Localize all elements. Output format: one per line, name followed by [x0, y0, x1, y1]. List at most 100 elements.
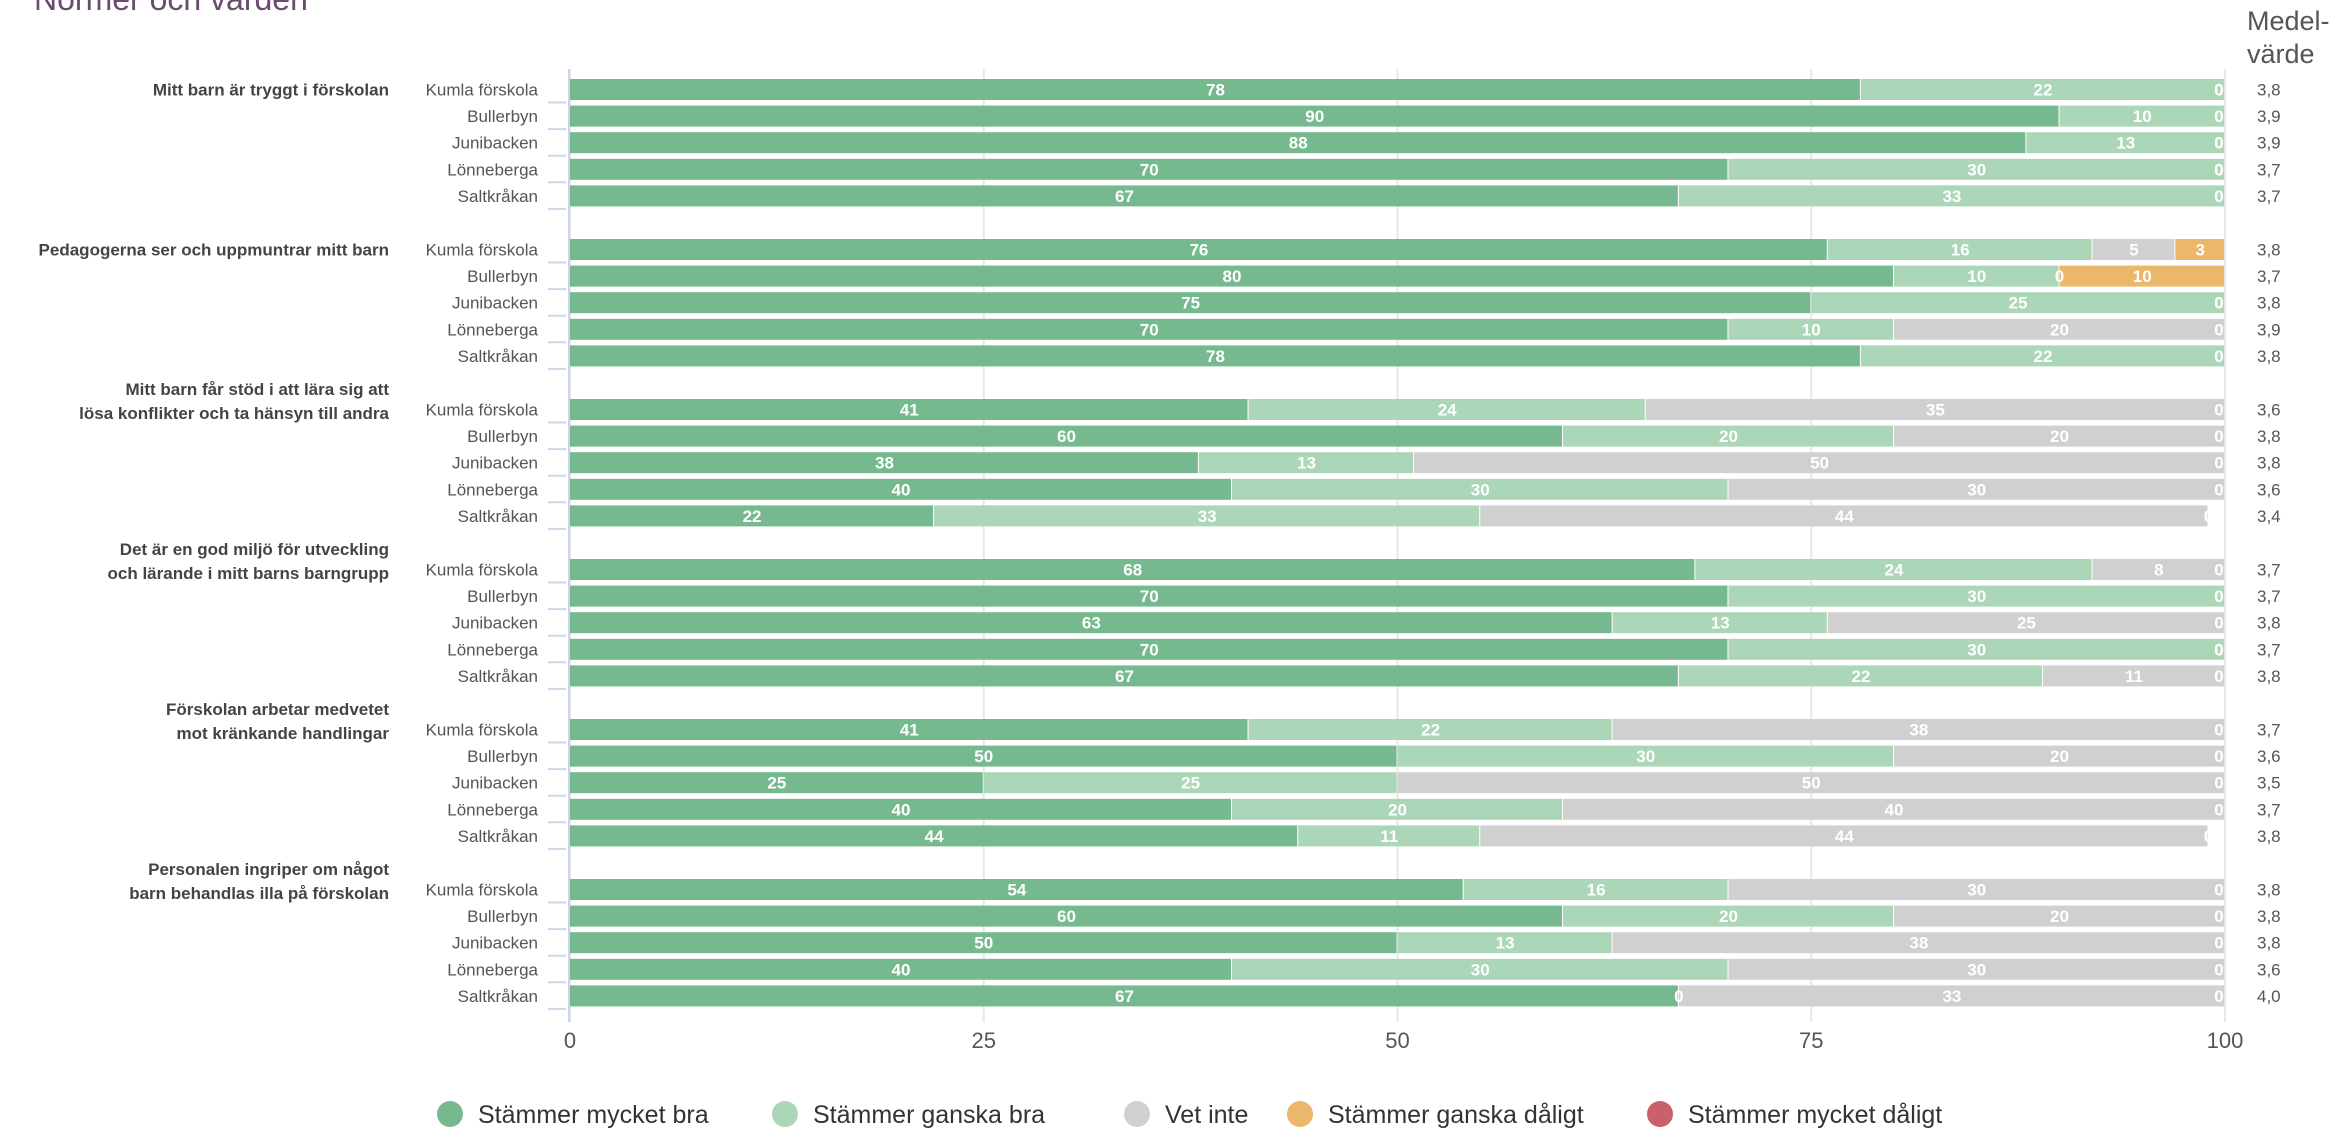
bar-segment — [1463, 879, 1728, 900]
bar-segment — [1563, 425, 1893, 447]
data-label: 38 — [1909, 721, 1928, 740]
data-label: 0 — [2214, 134, 2223, 153]
data-label: 76 — [1189, 241, 1208, 260]
bar-segment — [1728, 318, 1893, 340]
data-label: 0 — [2214, 107, 2223, 126]
data-label: 0 — [2214, 294, 2223, 313]
bar-segment — [1612, 612, 1827, 634]
bar-segment — [570, 265, 1893, 287]
bar-segment — [1397, 932, 1612, 954]
data-label: 0 — [2214, 587, 2223, 606]
data-label: 0 — [2214, 347, 2223, 366]
data-label: 0 — [2214, 107, 2223, 126]
school-label: Kumla förskola — [426, 721, 539, 740]
bar-segment — [570, 745, 1397, 767]
bar-segment — [570, 158, 1728, 180]
bar-segment — [1894, 905, 2224, 927]
mean-value: 3,7 — [2257, 187, 2281, 206]
data-label: 0 — [2214, 907, 2223, 926]
bar-segment — [1728, 879, 2224, 900]
data-label: 24 — [1885, 561, 1904, 580]
mean-value: 3,8 — [2257, 294, 2281, 313]
data-label: 30 — [1967, 881, 1986, 900]
data-label: 11 — [2125, 667, 2143, 686]
data-label: 0 — [2214, 160, 2223, 179]
school-label: Bullerbyn — [467, 587, 538, 606]
bar-segment — [570, 292, 1811, 314]
data-label: 8 — [2154, 561, 2163, 580]
data-label: 75 — [1181, 294, 1200, 313]
data-label: 0 — [2214, 934, 2223, 953]
data-label: 10 — [1967, 267, 1986, 286]
data-label: 67 — [1115, 667, 1134, 686]
mean-value: 3,7 — [2257, 640, 2281, 659]
bar-segment — [1612, 719, 2224, 740]
bar-segment — [570, 478, 1231, 500]
school-label: Junibacken — [452, 134, 538, 153]
data-label: 50 — [974, 934, 993, 953]
legend-marker — [1647, 1101, 1673, 1127]
school-label: Saltkråkan — [458, 507, 538, 526]
data-label: 13 — [2116, 134, 2135, 153]
mean-value: 3,8 — [2257, 614, 2281, 633]
data-label: 33 — [1198, 507, 1217, 526]
data-label: 0 — [2214, 800, 2223, 819]
data-label: 60 — [1057, 907, 1076, 926]
bar-segment — [1298, 825, 1480, 847]
school-label: Saltkråkan — [458, 667, 538, 686]
mean-value: 4,0 — [2257, 987, 2281, 1006]
data-label: 0 — [2214, 187, 2223, 206]
bar-segment — [1232, 958, 1728, 980]
question-label: Förskolan arbetar medvetet — [166, 700, 389, 719]
data-label: 20 — [2050, 907, 2069, 926]
bar-segment — [1860, 345, 2224, 367]
data-label: 44 — [1835, 507, 1854, 526]
bar-segment — [1248, 719, 1612, 740]
mean-value: 3,9 — [2257, 320, 2281, 339]
mean-value: 3,8 — [2257, 347, 2281, 366]
x-tick-label: 100 — [2207, 1028, 2244, 1053]
school-label: Bullerbyn — [467, 107, 538, 126]
bar-segment — [1612, 932, 2224, 954]
school-label: Junibacken — [452, 774, 538, 793]
bar-segment — [570, 958, 1231, 980]
legend-label: Vet inte — [1165, 1101, 1248, 1128]
bar-segment — [570, 318, 1728, 340]
bar-segment — [1728, 158, 2224, 180]
data-label: 41 — [900, 401, 919, 420]
data-label: 0 — [2214, 587, 2223, 606]
data-label: 0 — [2214, 81, 2223, 100]
data-label: 70 — [1140, 640, 1159, 659]
bar-segment — [1678, 985, 2224, 1007]
data-label: 0 — [2214, 427, 2223, 446]
data-label: 67 — [1115, 987, 1134, 1006]
bar-segment — [570, 905, 1562, 927]
bar-segment — [1894, 425, 2224, 447]
legend: Stämmer mycket bra Stämmer ganska bra Vet … — [437, 1101, 1942, 1128]
data-label: 24 — [1438, 401, 1457, 420]
data-label: 0 — [2214, 667, 2223, 686]
x-axis: 0 25 50 75 100 — [564, 1028, 2243, 1053]
data-label: 0 — [2214, 480, 2223, 499]
data-label: 0 — [2214, 881, 2223, 900]
data-label: 22 — [743, 507, 762, 526]
bar-segment — [570, 665, 1678, 687]
school-label: Lönneberga — [447, 160, 538, 179]
bar-segment — [570, 798, 1231, 820]
legend-marker — [437, 1101, 463, 1127]
data-label: 20 — [2050, 427, 2069, 446]
question-label: och lärande i mitt barns barngrupp — [108, 564, 389, 583]
data-label: 70 — [1140, 587, 1159, 606]
question-label: lösa konflikter och ta hänsyn till andra — [79, 404, 389, 423]
school-label: Kumla förskola — [426, 81, 539, 100]
bar-segment — [1397, 772, 2224, 794]
mean-value: 3,6 — [2257, 401, 2281, 420]
data-label: 40 — [892, 800, 911, 819]
bar-segment — [570, 585, 1728, 607]
data-label: 50 — [974, 747, 993, 766]
bar-segment — [570, 985, 1678, 1007]
school-label: Kumla förskola — [426, 561, 539, 580]
question-label: Mitt barn är tryggt i förskolan — [153, 81, 389, 100]
bars-layer — [570, 79, 2224, 1007]
bar-segment — [1728, 638, 2224, 660]
